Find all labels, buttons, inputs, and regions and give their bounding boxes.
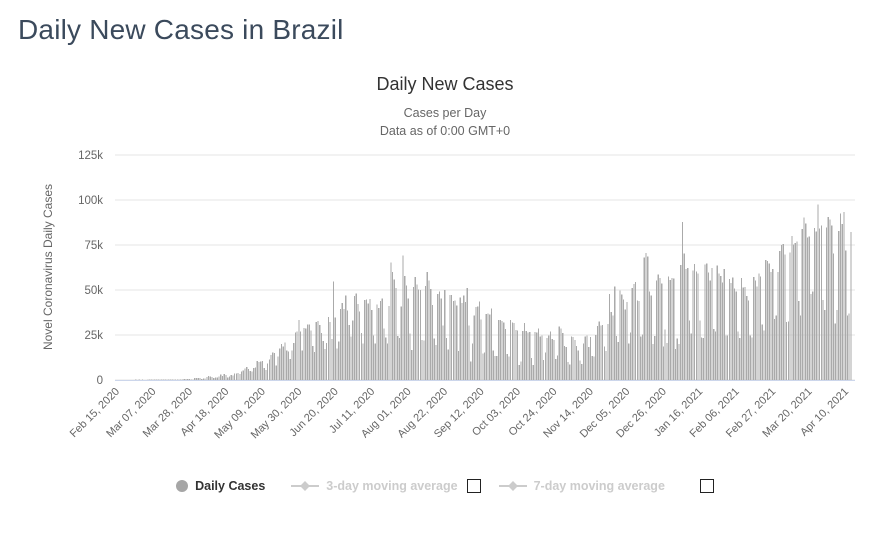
legend-label-7day-moving-average: 7-day moving average xyxy=(533,479,665,494)
7day-moving-average-checkbox[interactable] xyxy=(699,479,714,494)
daily-cases-bars xyxy=(135,204,852,381)
legend-label-daily-cases: Daily Cases xyxy=(195,479,266,494)
chart-subtitle-line1: Cases per Day xyxy=(403,106,487,120)
y-axis-tick-label: 125k xyxy=(78,150,103,162)
chart-legend: Daily Cases 3-day moving average 7-day m… xyxy=(0,479,890,494)
chart-subtitle: Cases per Day Data as of 0:00 GMT+0 xyxy=(0,104,890,140)
page-title: Daily New Cases in Brazil xyxy=(18,14,344,45)
3day-moving-average-marker-icon xyxy=(291,481,320,492)
legend-item-3day-moving-average[interactable]: 3-day moving average xyxy=(291,479,458,494)
chart-title: Daily New Cases xyxy=(376,74,514,94)
7day-moving-average-marker-icon xyxy=(498,481,527,492)
y-axis-title: Novel Coronavirus Daily Cases xyxy=(41,184,55,350)
y-axis-tick-label: 0 xyxy=(97,375,103,387)
3day-moving-average-checkbox[interactable] xyxy=(466,479,481,494)
chart-subtitle-line2: Data as of 0:00 GMT+0 xyxy=(379,124,511,139)
daily-cases-marker-icon xyxy=(176,480,189,493)
y-axis-tick-label: 100k xyxy=(78,195,103,207)
legend-item-7day-moving-average[interactable]: 7-day moving average xyxy=(498,479,665,494)
y-axis-tick-label: 50k xyxy=(84,285,103,297)
y-axis-tick-label: 25k xyxy=(84,330,103,342)
legend-item-daily-cases[interactable]: Daily Cases xyxy=(176,479,265,493)
daily-cases-chart: Daily New Cases Cases per Day Data as of… xyxy=(0,74,890,494)
legend-label-3day-moving-average: 3-day moving average xyxy=(326,479,458,494)
y-axis-tick-label: 75k xyxy=(84,240,103,252)
